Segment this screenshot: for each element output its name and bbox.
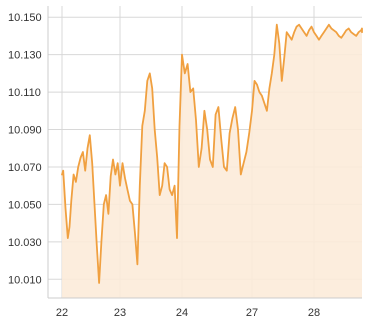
y-tick-label: 10.010 <box>8 274 42 286</box>
area-series <box>61 23 363 298</box>
axes: 10.150 10.130 10.110 10.090 10.070 10.050 10.0… <box>8 6 362 319</box>
y-tick-label: 10.050 <box>8 199 42 211</box>
y-tick-label: 10.090 <box>8 125 42 137</box>
x-tick-label: 24 <box>176 307 188 319</box>
series-line <box>61 23 363 284</box>
x-tick-label: 27 <box>246 307 258 319</box>
y-tick-label: 10.130 <box>8 50 42 62</box>
x-tick-label: 28 <box>308 307 320 319</box>
x-tick-label: 23 <box>114 307 126 319</box>
series-area-fill <box>62 24 362 298</box>
y-tick-label: 10.070 <box>8 162 42 174</box>
x-tick-label: 22 <box>56 307 68 319</box>
y-tick-label: 10.110 <box>8 87 41 99</box>
y-tick-label: 10.030 <box>8 237 42 249</box>
y-tick-label: 10.150 <box>8 12 42 24</box>
